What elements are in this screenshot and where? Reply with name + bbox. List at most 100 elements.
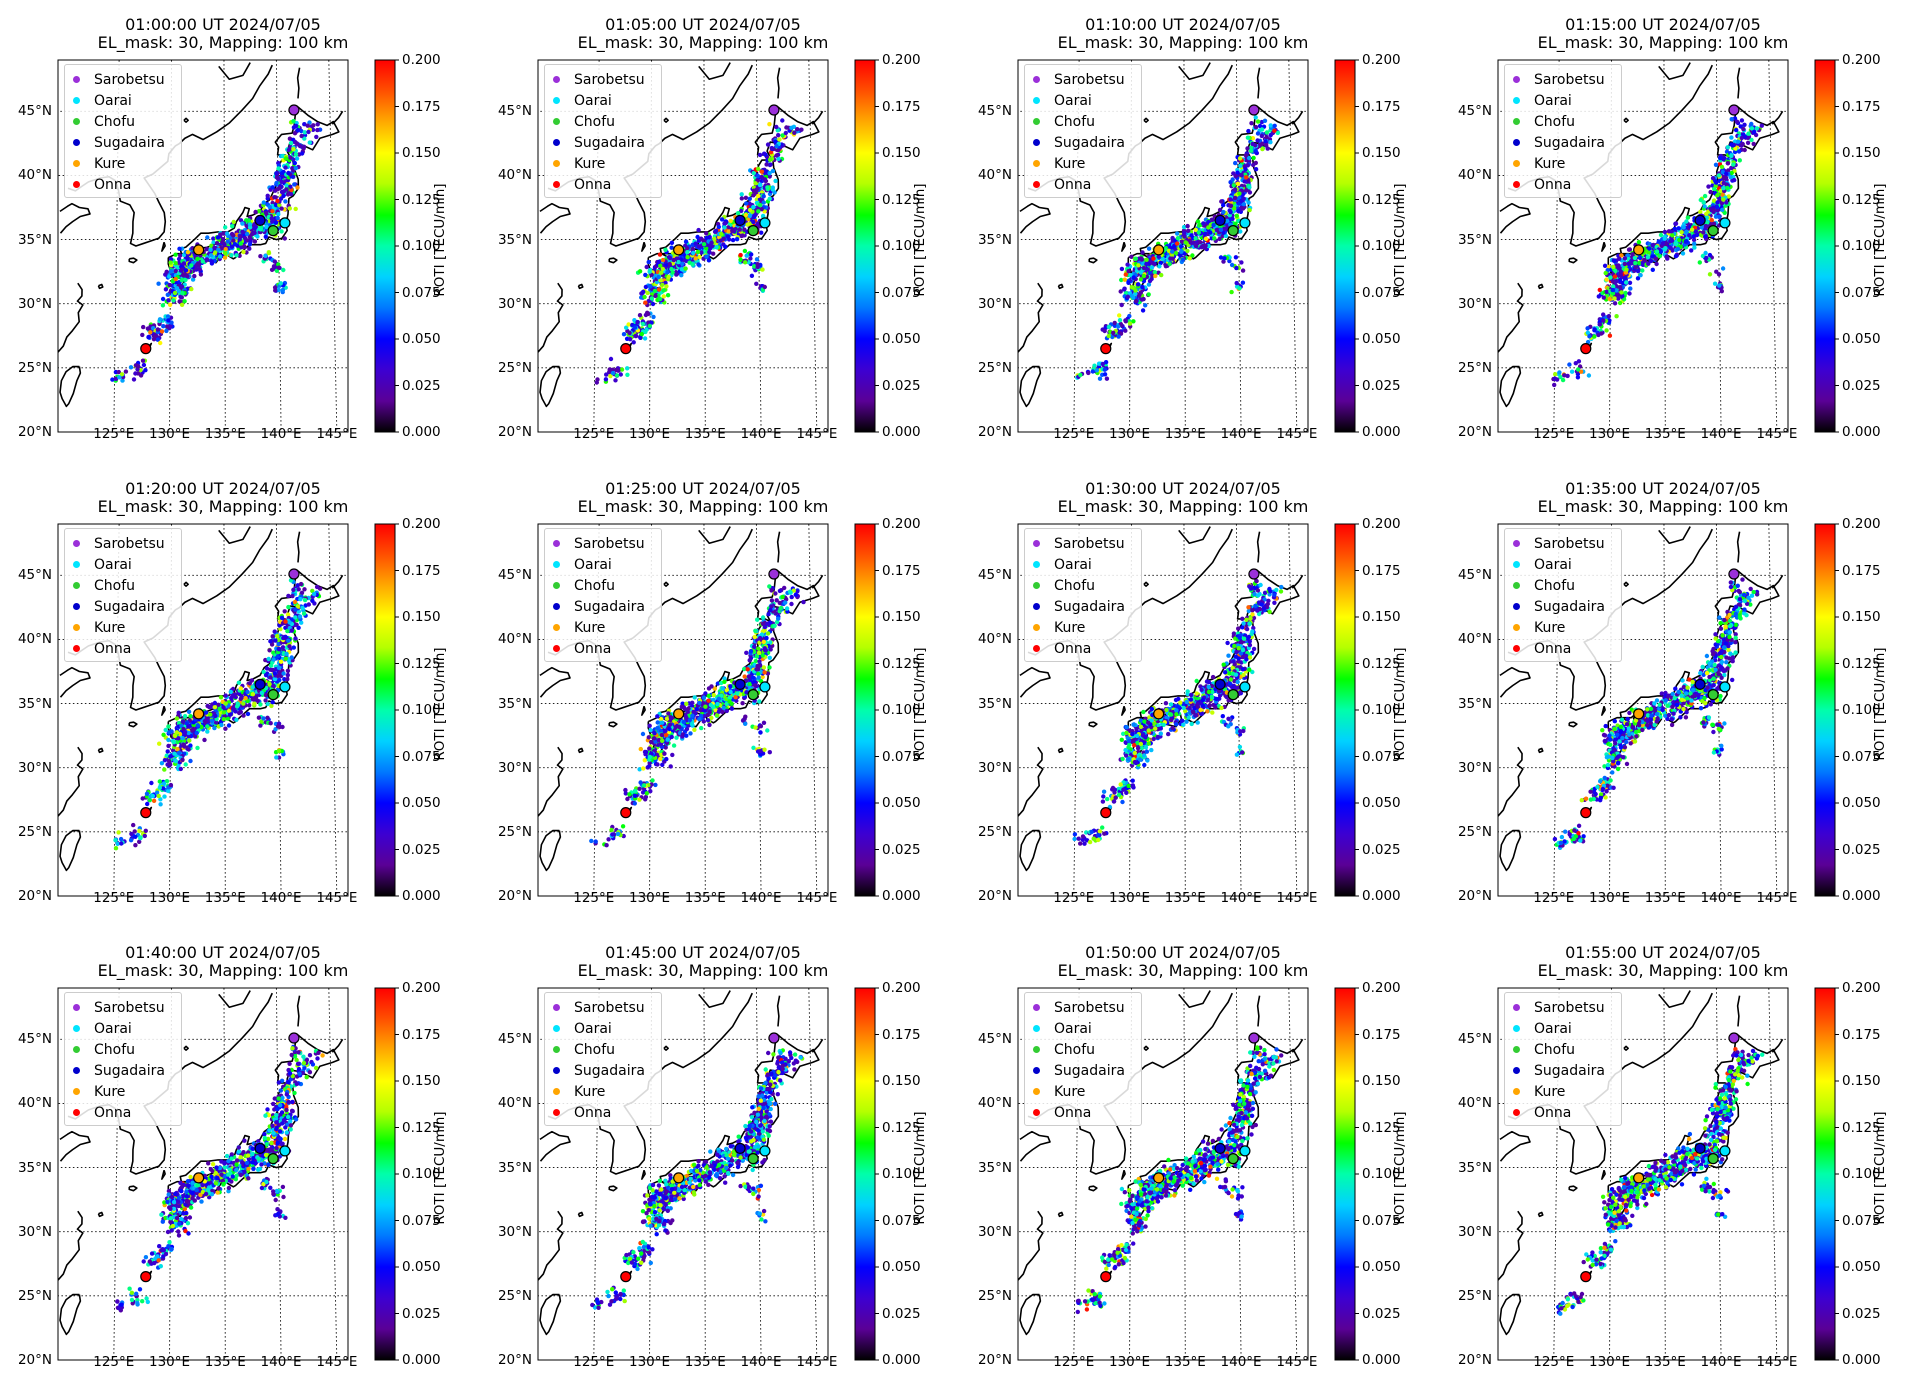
roti-point xyxy=(1575,367,1581,372)
roti-point xyxy=(276,265,281,270)
roti-point xyxy=(1187,238,1193,243)
roti-point xyxy=(301,144,307,149)
roti-point xyxy=(1106,324,1112,330)
colorbar-tick-label: 0.175 xyxy=(402,562,441,579)
station-marker-oarai xyxy=(279,681,291,693)
roti-point xyxy=(616,368,621,373)
roti-point xyxy=(222,241,227,247)
coastline xyxy=(1057,283,1064,290)
roti-point xyxy=(231,238,236,243)
map-plot xyxy=(1497,59,1839,433)
roti-point xyxy=(228,712,233,717)
roti-point xyxy=(610,370,616,376)
roti-point xyxy=(1712,186,1717,192)
coastline xyxy=(776,531,781,563)
legend-label: Oarai xyxy=(94,93,132,109)
roti-point xyxy=(1227,258,1232,264)
latitude-tick-label: 20°N xyxy=(17,888,52,904)
roti-point xyxy=(297,614,303,619)
roti-point xyxy=(693,241,698,246)
roti-point xyxy=(768,150,774,155)
roti-point xyxy=(738,252,743,258)
longitude-tick-label: 130°E xyxy=(1589,426,1631,442)
roti-point xyxy=(1714,204,1720,210)
roti-point xyxy=(1720,266,1726,271)
roti-point xyxy=(1244,188,1249,193)
roti-point xyxy=(1223,226,1228,231)
roti-point xyxy=(161,781,167,786)
longitude-tick-label: 125°E xyxy=(1053,426,1095,442)
roti-point xyxy=(181,726,186,732)
roti-point xyxy=(186,709,192,714)
roti-point xyxy=(657,252,663,257)
roti-point xyxy=(1618,272,1623,277)
legend-item-sugadaira: Sugadaira xyxy=(73,134,165,152)
roti-point xyxy=(1144,257,1149,262)
station-marker-sugadaira xyxy=(1694,214,1706,226)
legend-item-kure: Kure xyxy=(73,155,125,173)
colorbar-tick-label: 0.100 xyxy=(402,238,441,254)
legend-item-sarobetsu: Sarobetsu xyxy=(1513,71,1605,89)
coastline xyxy=(331,110,344,125)
roti-point xyxy=(253,209,258,215)
roti-point xyxy=(744,201,749,206)
roti-point xyxy=(167,274,172,279)
roti-point xyxy=(674,272,679,277)
roti-point xyxy=(1731,162,1736,167)
roti-point xyxy=(229,253,234,258)
legend-item-oarai: Oarai xyxy=(1033,92,1092,110)
roti-point xyxy=(287,644,292,649)
roti-point xyxy=(275,633,280,639)
coastline xyxy=(1568,257,1578,264)
coastline xyxy=(161,241,166,252)
roti-point xyxy=(1562,373,1567,378)
roti-point xyxy=(275,724,281,729)
roti-point xyxy=(1698,197,1703,203)
roti-point xyxy=(1670,233,1675,238)
legend-item-chofu: Chofu xyxy=(73,577,135,595)
roti-point xyxy=(288,191,294,197)
roti-point xyxy=(1146,292,1151,297)
coastline xyxy=(1127,252,1150,290)
roti-point xyxy=(1724,200,1729,205)
map-panel-5: 01:20:00 UT 2024/07/05 EL_mask: 30, Mapp… xyxy=(0,464,480,928)
roti-point xyxy=(276,166,281,171)
roti-point xyxy=(302,597,308,603)
roti-point xyxy=(191,726,196,732)
roti-point xyxy=(1181,224,1187,230)
roti-point xyxy=(285,677,290,682)
roti-point xyxy=(195,256,200,262)
roti-point xyxy=(773,139,778,144)
roti-point xyxy=(165,292,170,297)
roti-point xyxy=(202,737,207,743)
roti-point xyxy=(290,593,295,599)
roti-point xyxy=(704,231,709,236)
colorbar-tick-label: 0.025 xyxy=(1362,377,1401,394)
roti-point xyxy=(159,761,165,766)
roti-point xyxy=(1754,126,1760,131)
roti-point xyxy=(1638,255,1643,261)
roti-point xyxy=(1662,236,1667,241)
roti-point xyxy=(1743,134,1748,139)
station-marker-onna xyxy=(1100,343,1112,355)
legend-item-sarobetsu: Sarobetsu xyxy=(553,71,645,89)
roti-point xyxy=(1729,135,1734,140)
roti-point xyxy=(1149,265,1155,270)
roti-point xyxy=(1684,219,1689,224)
roti-point xyxy=(1238,163,1243,168)
roti-point xyxy=(749,252,754,257)
roti-point xyxy=(1713,214,1719,219)
roti-point xyxy=(1721,157,1726,162)
roti-point xyxy=(751,188,757,193)
roti-point xyxy=(168,754,173,759)
roti-point xyxy=(1144,261,1149,267)
roti-point xyxy=(166,318,171,323)
roti-point xyxy=(764,162,769,167)
roti-point xyxy=(765,185,770,190)
roti-point xyxy=(205,235,210,240)
roti-point xyxy=(723,244,728,249)
roti-point xyxy=(296,609,302,614)
roti-point xyxy=(697,254,702,260)
roti-point xyxy=(286,147,291,153)
roti-point xyxy=(1650,243,1655,248)
